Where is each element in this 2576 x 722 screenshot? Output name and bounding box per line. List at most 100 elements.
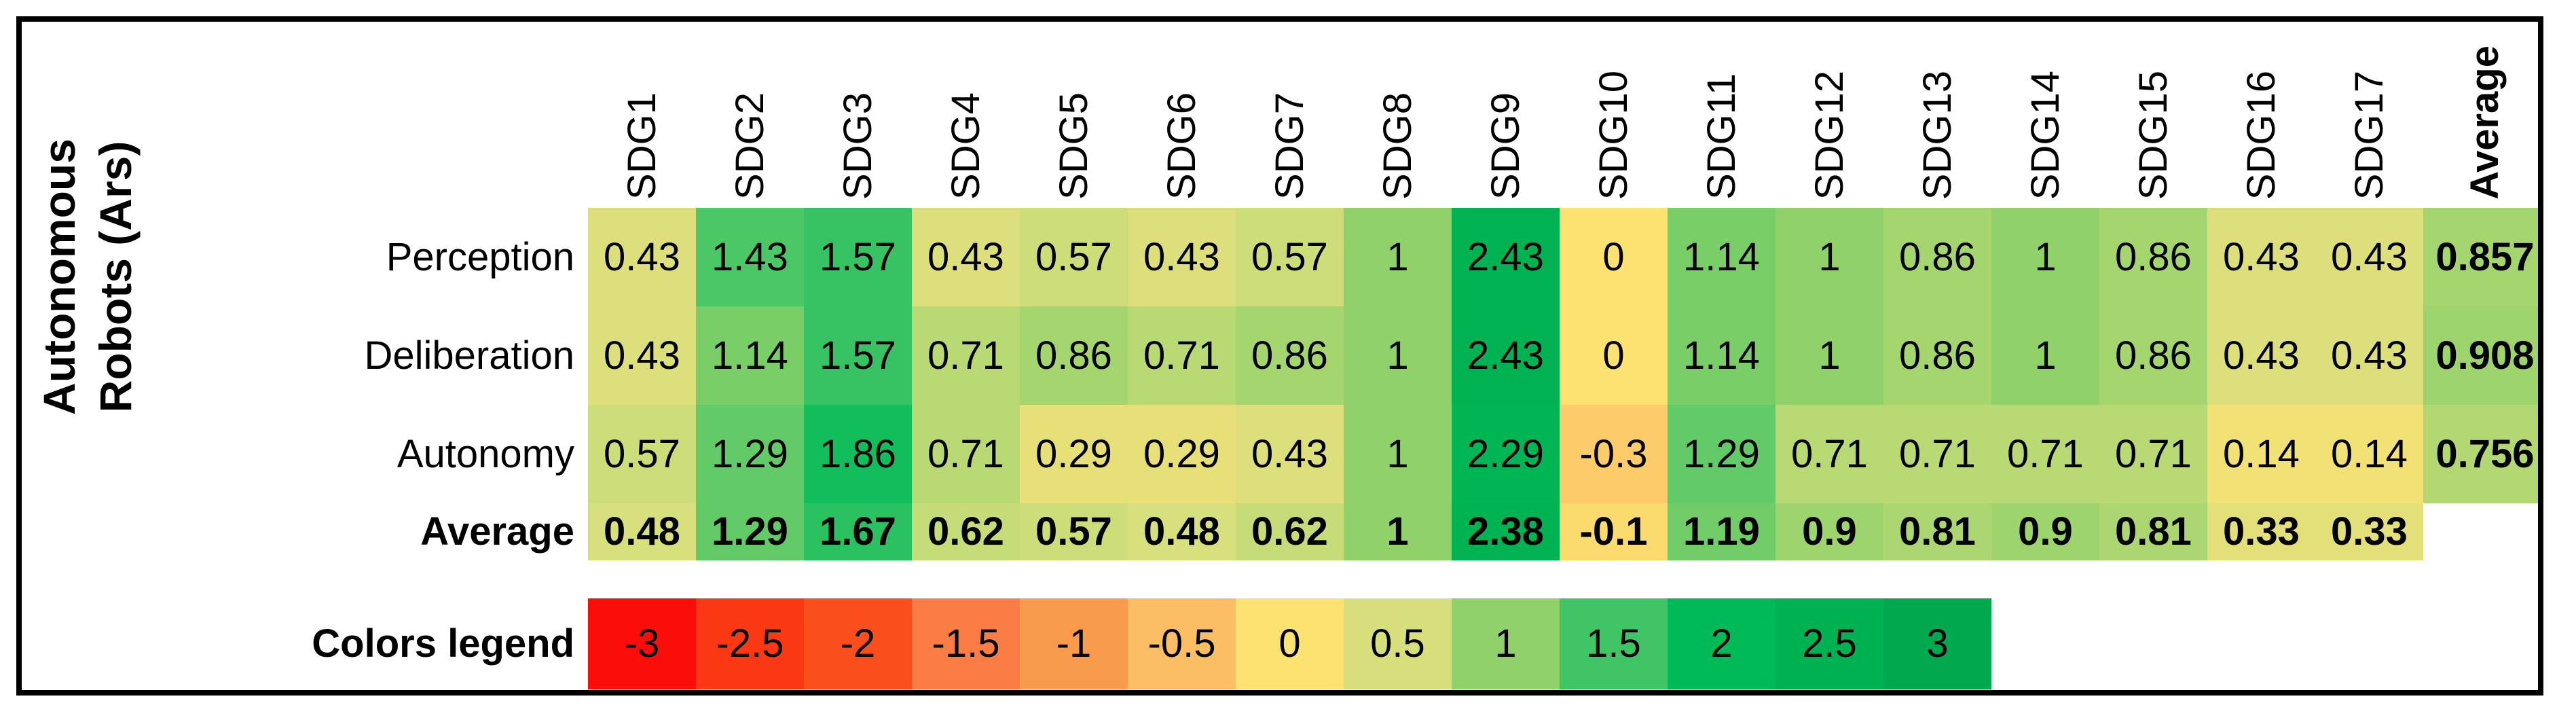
legend-cell-text: -3	[624, 621, 660, 666]
heatmap-cell: -0.3	[1560, 405, 1668, 503]
heatmap-cell-text: 0.14	[2223, 431, 2300, 476]
heatmap-cell: 0.14	[2315, 405, 2423, 503]
row-average-cell: 0.756	[2423, 405, 2538, 503]
legend-cell-text: 1	[1494, 621, 1517, 666]
heatmap-cell: 0.57	[1020, 503, 1128, 560]
legend-cell: 1	[1452, 598, 1560, 689]
column-header-sdg6-text: SDG6	[1159, 92, 1204, 200]
heatmap-cell-text: 1.29	[712, 431, 788, 476]
heatmap-cell-text: 0.43	[604, 333, 680, 378]
row-label-autonomy-text: Autonomy	[397, 431, 574, 476]
heatmap-cell-text: 0.81	[1899, 509, 1976, 554]
heatmap-cell: 0.71	[912, 405, 1020, 503]
heatmap-cell-text: 0.57	[1251, 234, 1328, 279]
legend-cell-text: 3	[1926, 621, 1949, 666]
heatmap-cell: 0.71	[1775, 405, 1883, 503]
heatmap-cell-text: 1	[1818, 234, 1841, 279]
heatmap-cell: 1.57	[804, 306, 912, 405]
row-average-cell: 0.857	[2423, 208, 2538, 306]
row-average-cell-text: 0.908	[2435, 333, 2535, 378]
heatmap-cell: 0.14	[2207, 405, 2315, 503]
heatmap-cell: 2.29	[1452, 405, 1560, 503]
column-header-sdg10: SDG10	[1560, 23, 1668, 208]
column-header-sdg5-text: SDG5	[1051, 92, 1096, 200]
heatmap-cell: 0.86	[2099, 208, 2207, 306]
column-header-sdg3: SDG3	[804, 23, 912, 208]
legend-cell: -2.5	[696, 598, 804, 689]
heatmap-cell: 0.43	[588, 208, 696, 306]
column-header-sdg9: SDG9	[1452, 23, 1560, 208]
heatmap-cell-text: 1.14	[1683, 234, 1760, 279]
heatmap-cell-text: -0.3	[1579, 431, 1648, 476]
heatmap-cell: 2.38	[1452, 503, 1560, 560]
row-label-perception-text: Perception	[386, 234, 574, 279]
heatmap-cell: 1.67	[804, 503, 912, 560]
column-header-sdg15: SDG15	[2099, 23, 2207, 208]
heatmap-cell-text: 0.86	[2115, 333, 2192, 378]
heatmap-cell: 0.48	[588, 503, 696, 560]
heatmap-cell: 0.57	[1020, 208, 1128, 306]
heatmap-cell: 0.33	[2315, 503, 2423, 560]
heatmap-cell-text: 0.9	[2018, 509, 2073, 554]
legend-cell-text: -1	[1056, 621, 1092, 666]
heatmap-cell: 1	[1991, 306, 2099, 405]
heatmap-cell: 2.43	[1452, 306, 1560, 405]
column-header-sdg16-text: SDG16	[2239, 70, 2283, 200]
heatmap-cell: 0.86	[1236, 306, 1344, 405]
heatmap-cell-text: 1.57	[820, 333, 896, 378]
legend-cell-text: -2	[840, 621, 876, 666]
legend-cell-text: 0.5	[1370, 621, 1425, 666]
row-label-autonomy: Autonomy	[22, 405, 588, 503]
column-header-sdg14: SDG14	[1991, 23, 2099, 208]
heatmap-cell: 1.29	[696, 405, 804, 503]
heatmap-cell-text: 0.48	[604, 509, 680, 554]
row-average-cell-text: 0.756	[2435, 431, 2535, 476]
heatmap-cell-text: 0.71	[2115, 431, 2192, 476]
heatmap-cell: 0	[1560, 208, 1668, 306]
heatmap-cell-text: 1	[1386, 431, 1409, 476]
heatmap-cell-text: 1.14	[1683, 333, 1760, 378]
legend-label-text: Colors legend	[312, 621, 574, 666]
column-header-sdg1-text: SDG1	[619, 92, 664, 200]
column-header-sdg13-text: SDG13	[1915, 70, 1959, 200]
legend-cell-text: -0.5	[1147, 621, 1216, 666]
heatmap-cell-text: 0.43	[1143, 234, 1220, 279]
heatmap-cell-text: 0.43	[604, 234, 680, 279]
column-header-sdg2-text: SDG2	[727, 92, 772, 200]
heatmap-cell-text: 1	[1386, 234, 1409, 279]
column-header-sdg4-text: SDG4	[943, 92, 988, 200]
column-header-sdg10-text: SDG10	[1591, 70, 1636, 200]
heatmap-cell: 0.62	[912, 503, 1020, 560]
heatmap-cell-text: 0.86	[2115, 234, 2192, 279]
heatmap-cell: 0.48	[1128, 503, 1236, 560]
heatmap-cell: 0.81	[1883, 503, 1991, 560]
heatmap-cell-text: 0.43	[2223, 333, 2300, 378]
heatmap-cell-text: 0.33	[2223, 509, 2300, 554]
column-header-sdg3-text: SDG3	[835, 92, 880, 200]
column-header-sdg7: SDG7	[1236, 23, 1344, 208]
heatmap-cell: 1.29	[696, 503, 804, 560]
row-label-deliberation: Deliberation	[22, 306, 588, 405]
heatmap-cell: 0.29	[1020, 405, 1128, 503]
column-header-sdg9-text: SDG9	[1483, 92, 1528, 200]
heatmap-cell-text: 0.86	[1035, 333, 1112, 378]
row-group-label: Autonomous Robots (Ars)	[31, 23, 143, 530]
heatmap-cell: 0.43	[2207, 208, 2315, 306]
heatmap-cell: 0.86	[1020, 306, 1128, 405]
heatmap-cell: 0.29	[1128, 405, 1236, 503]
legend-cell: 3	[1883, 598, 1991, 689]
heatmap-cell-text: 1.57	[820, 234, 896, 279]
heatmap-cell-text: 0	[1602, 234, 1625, 279]
column-header-sdg7-text: SDG7	[1267, 92, 1312, 200]
heatmap-cell-text: 1	[2034, 333, 2057, 378]
heatmap-cell-text: 0	[1602, 333, 1625, 378]
heatmap-cell-text: 2.43	[1467, 333, 1544, 378]
heatmap-frame: Autonomous Robots (Ars) SDG1 SDG2 SDG3 SDG4 SD…	[16, 16, 2543, 696]
heatmap-cell-text: 0.71	[1791, 431, 1868, 476]
heatmap-cell: 0.43	[1128, 208, 1236, 306]
heatmap-cell-text: 0.86	[1899, 234, 1976, 279]
column-header-average-text: Average	[2463, 46, 2507, 200]
heatmap-cell: 0.43	[1236, 405, 1344, 503]
heatmap-cell: -0.1	[1560, 503, 1668, 560]
heatmap-cell-text: 1.43	[712, 234, 788, 279]
